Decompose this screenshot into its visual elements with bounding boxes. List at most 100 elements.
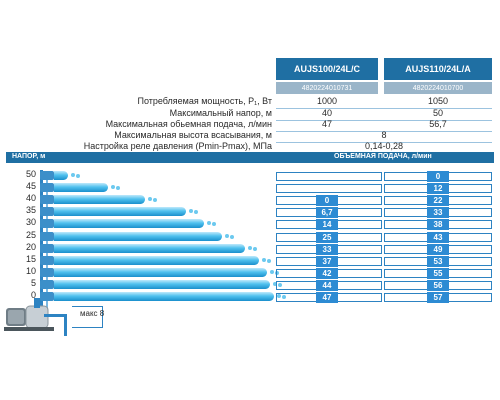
spec-row-flow: Максимальная обьемная подача, л/мин 47 5… (0, 119, 500, 131)
suction-down-pipe (64, 314, 67, 336)
flow-badge-model2: 12 (427, 183, 449, 194)
flow-badge-model1: 42 (316, 268, 338, 279)
spec-value-merged: 0,14-0,28 (364, 141, 404, 151)
spec-label: Максимальная высота всасывания, м (114, 130, 272, 140)
divider (276, 120, 492, 121)
head-value-label: 50 (25, 169, 36, 179)
outlet-nozzle (40, 171, 54, 180)
model-header-1: AUJS100/24L/C (276, 58, 378, 80)
flow-badge-model2: 53 (427, 256, 449, 267)
water-drop (194, 210, 198, 214)
model-code-2: 4820224010700 (384, 82, 492, 94)
flow-badge-model2: 57 (427, 292, 449, 303)
spec-value-model2: 1050 (427, 96, 449, 106)
flow-badge-model1: 44 (316, 280, 338, 291)
water-jet (54, 232, 222, 241)
water-drop (153, 198, 157, 202)
head-value-label: 20 (25, 242, 36, 252)
flow-badge-model1: 25 (316, 232, 338, 243)
flow-cell-model1 (276, 184, 382, 193)
water-drop (253, 247, 257, 251)
flow-badge-model1: 14 (316, 219, 338, 230)
outlet-nozzle (40, 280, 54, 289)
flow-axis-title: ОБЪЕМНАЯ ПОДАЧА, л/мин (334, 153, 432, 160)
flow-badge-model2: 0 (427, 171, 449, 182)
spec-label: Потребляемая мощность, P₁, Вт (137, 96, 272, 106)
spec-label: Максимальная обьемная подача, л/мин (105, 119, 272, 129)
pump-housing (25, 305, 49, 329)
outlet-nozzle (40, 256, 54, 265)
water-drop (267, 259, 271, 263)
outlet-nozzle (40, 244, 54, 253)
water-jet (54, 292, 274, 301)
water-drop (273, 282, 277, 286)
flow-badge-model2: 56 (427, 280, 449, 291)
flow-badge-model2: 22 (427, 195, 449, 206)
spec-value-model1: 47 (321, 119, 332, 129)
flow-badge-model2: 38 (427, 219, 449, 230)
model-header-2: AUJS110/24L/A (384, 58, 492, 80)
water-drop (111, 185, 115, 189)
head-value-label: 0 (30, 290, 36, 300)
head-value-label: 45 (25, 181, 36, 191)
flow-badge-model2: 43 (427, 232, 449, 243)
spec-row-suction: Максимальная высота всасывания, м 8 (0, 130, 500, 142)
head-value-label: 35 (25, 205, 36, 215)
flow-badge-model1: 33 (316, 244, 338, 255)
water-jet (54, 280, 270, 289)
head-value-label: 25 (25, 230, 36, 240)
head-axis-title: НАПОР, м (12, 153, 46, 160)
outlet-nozzle (40, 292, 54, 301)
suction-pipe (44, 314, 66, 317)
spec-row-power: Потребляемая мощность, P₁, Вт 1000 1050 (0, 96, 500, 108)
outlet-nozzle (40, 268, 54, 277)
water-jet (54, 171, 68, 180)
head-value-label: 15 (25, 254, 36, 264)
divider (276, 108, 492, 109)
head-value-label: 40 (25, 193, 36, 203)
pump-outlet (34, 298, 40, 308)
spec-row-pressure: Настройка реле давления (Pmin-Pmax), МПа… (0, 141, 500, 153)
outlet-nozzle (40, 195, 54, 204)
water-drop (212, 222, 216, 226)
water-jet (54, 268, 267, 277)
water-drop (277, 294, 281, 298)
outlet-nozzle (40, 219, 54, 228)
return-pipe (46, 175, 48, 310)
water-drop (275, 271, 279, 275)
spec-row-head: Максимальный напор, м 40 50 (0, 108, 500, 120)
outlet-nozzle (40, 207, 54, 216)
water-drop (282, 295, 286, 299)
water-drop (248, 246, 252, 250)
water-jet (54, 207, 186, 216)
outlet-nozzle (40, 183, 54, 192)
water-jet (54, 219, 204, 228)
spec-value-model1: 1000 (316, 96, 338, 106)
head-value-label: 10 (25, 266, 36, 276)
water-drop (262, 258, 266, 262)
water-drop (148, 197, 152, 201)
model-code-1: 4820224010731 (276, 82, 378, 94)
flow-badge-model1: 37 (316, 256, 338, 267)
flow-badge-model2: 49 (427, 244, 449, 255)
divider (276, 142, 492, 143)
head-value-label: 5 (30, 278, 36, 288)
water-jet (54, 256, 259, 265)
water-drop (116, 186, 120, 190)
flow-badge-model1: 0 (316, 195, 338, 206)
outlet-nozzle (40, 232, 54, 241)
suction-label: макс 8 (80, 309, 105, 318)
water-drop (230, 235, 234, 239)
spec-label: Максимальный напор, м (169, 108, 272, 118)
spec-label: Настройка реле давления (Pmin-Pmax), МПа (83, 141, 272, 151)
suction-bracket (72, 306, 103, 328)
divider (276, 131, 492, 132)
water-drop (71, 173, 75, 177)
water-drop (225, 234, 229, 238)
motor-fins (8, 310, 24, 324)
flow-badge-model2: 33 (427, 207, 449, 218)
water-jet (54, 244, 245, 253)
flow-badge-model2: 55 (427, 268, 449, 279)
table-header-band: НАПОР, м ОБЪЕМНАЯ ПОДАЧА, л/мин (6, 152, 494, 163)
head-value-label: 30 (25, 217, 36, 227)
